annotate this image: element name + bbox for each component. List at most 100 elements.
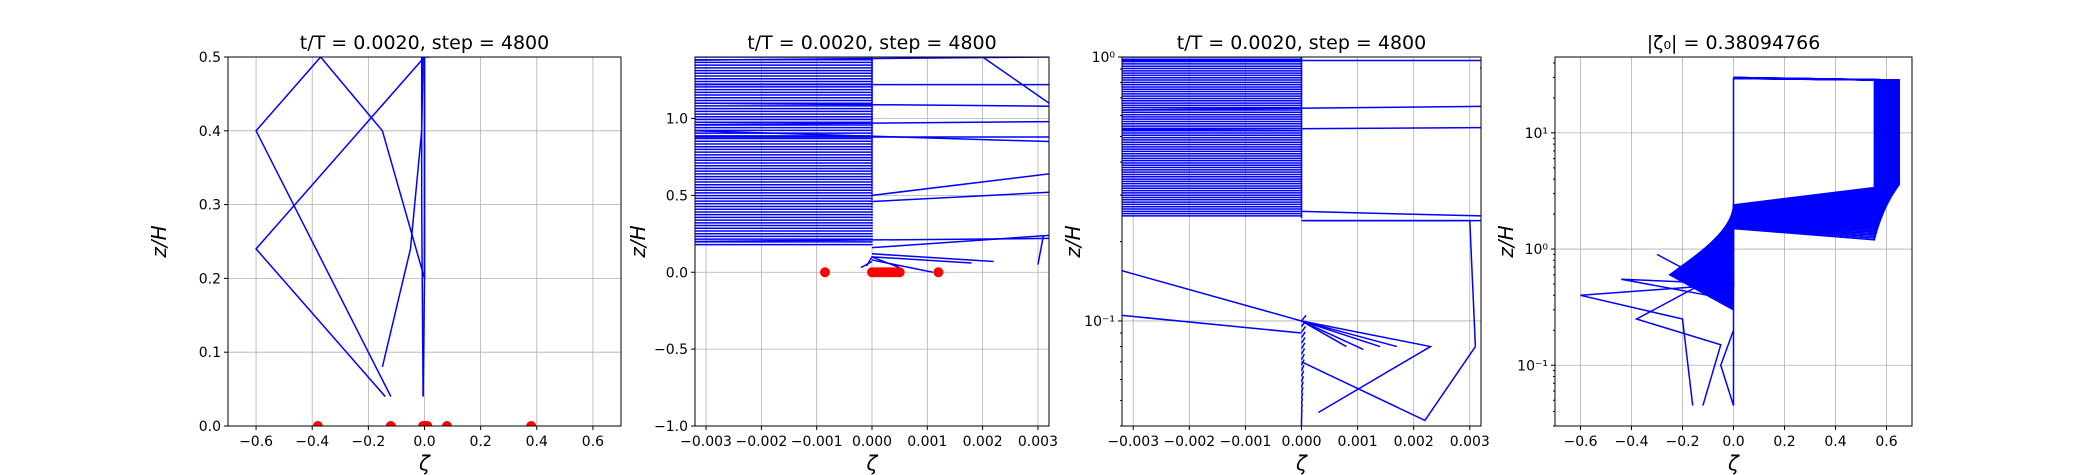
x-tick-label: −0.4 bbox=[1615, 434, 1649, 450]
x-tick-label: 0.4 bbox=[526, 434, 548, 450]
subplot-title: t/T = 0.0020, step = 4800 bbox=[1177, 32, 1426, 54]
subplot-4: −0.6 −0.4 −0.2 0.0 0.2 0.4 0.6 10⁻¹ 10⁰ 10¹ |ζ₀| … bbox=[1494, 32, 1913, 475]
profile-line bbox=[1301, 320, 1398, 348]
profile-line bbox=[695, 192, 873, 195]
profile-line bbox=[1300, 337, 1306, 344]
profile-line bbox=[695, 227, 873, 230]
profile-line bbox=[1719, 330, 1735, 406]
profile-line bbox=[1300, 370, 1305, 377]
profile-line bbox=[695, 211, 873, 214]
subplot-3: −0.003 −0.002 −0.001 0.000 0.001 0.002 0.003 10… bbox=[1061, 32, 1490, 475]
profile-line bbox=[871, 191, 1049, 203]
axes-frame bbox=[694, 56, 1050, 427]
profile-line bbox=[871, 256, 972, 264]
profile-line bbox=[695, 143, 873, 147]
profile-line bbox=[695, 230, 873, 232]
profile-line bbox=[695, 243, 873, 246]
y-tick-label: −0.5 bbox=[654, 342, 688, 358]
x-tick-label: 0.6 bbox=[582, 434, 604, 450]
x-tick-label: −0.002 bbox=[1163, 434, 1215, 450]
tick-labels: −0.6 −0.4 −0.2 0.0 0.2 0.4 0.6 10⁻¹ 10⁰ 10¹ bbox=[1517, 62, 1898, 450]
profile-line bbox=[1719, 76, 1895, 289]
profile-line bbox=[982, 57, 1049, 104]
profile-line bbox=[1300, 331, 1306, 338]
profile-line bbox=[1301, 320, 1364, 351]
subplot-title: t/T = 0.0020, step = 4800 bbox=[747, 32, 996, 54]
profile-line bbox=[1726, 76, 1898, 287]
profile-line bbox=[871, 234, 1049, 249]
profile-line bbox=[695, 189, 873, 192]
profile-line bbox=[695, 162, 873, 166]
profile-line bbox=[1727, 76, 1898, 286]
x-tick-label: −0.003 bbox=[680, 434, 732, 450]
data-marker bbox=[441, 421, 452, 426]
x-tick-label: 0.000 bbox=[852, 434, 892, 450]
profile-line bbox=[1300, 325, 1307, 333]
profile-line bbox=[695, 140, 873, 144]
profile-line bbox=[1300, 353, 1306, 360]
profile-line bbox=[695, 213, 873, 216]
profile-line bbox=[1711, 77, 1892, 292]
red-markers bbox=[819, 267, 944, 278]
x-tick-label: −0.6 bbox=[239, 434, 273, 450]
x-tick-label: −0.2 bbox=[1666, 434, 1700, 450]
y-tick-label: 10⁻¹ bbox=[1084, 314, 1115, 330]
profile-line bbox=[695, 181, 873, 184]
profile-line bbox=[695, 159, 873, 163]
profile-line bbox=[1715, 76, 1894, 291]
profile-line bbox=[1301, 210, 1481, 217]
tick-labels: −0.003 −0.002 −0.001 0.000 0.001 0.002 0.003 10… bbox=[1084, 50, 1490, 450]
profile-line bbox=[1037, 235, 1045, 265]
y-tick-label: 10⁻¹ bbox=[1517, 358, 1548, 374]
profile-line bbox=[255, 57, 431, 397]
profile-line bbox=[1721, 76, 1896, 288]
profile-line bbox=[1718, 76, 1895, 289]
data-marker bbox=[819, 267, 830, 278]
profile-line bbox=[1708, 77, 1891, 293]
profile-line bbox=[695, 175, 873, 179]
subplot-title: |ζ₀| = 0.38094766 bbox=[1647, 32, 1821, 54]
profile-line bbox=[695, 120, 1049, 126]
profile-line bbox=[1300, 381, 1304, 388]
profile-line bbox=[1122, 57, 1303, 60]
y-tick-label: 10⁰ bbox=[1525, 242, 1549, 258]
profile-line bbox=[695, 186, 873, 190]
tick-labels: −0.003 −0.002 −0.001 0.000 0.001 0.002 0.003 −1… bbox=[654, 112, 1058, 451]
y-axis-label: z/H bbox=[1494, 225, 1518, 258]
data-marker bbox=[385, 421, 396, 426]
profile-line bbox=[871, 253, 994, 263]
y-tick-label: 1.0 bbox=[666, 112, 688, 128]
red-markers bbox=[312, 421, 537, 426]
profile-line bbox=[695, 205, 873, 208]
profile-line bbox=[1716, 76, 1894, 290]
profile-line bbox=[695, 151, 873, 155]
profile-line bbox=[1714, 77, 1893, 291]
profile-line bbox=[1300, 375, 1305, 383]
profile-line bbox=[1720, 76, 1896, 289]
profile-line bbox=[695, 222, 873, 224]
y-axis-label: z/H bbox=[1061, 225, 1085, 258]
axes-frame bbox=[1554, 56, 1913, 427]
profile-line bbox=[871, 173, 1049, 197]
profile-lines bbox=[1122, 57, 1481, 426]
profile-line bbox=[1634, 266, 1734, 406]
subplot-1: −0.6 −0.4 −0.2 0.0 0.2 0.4 0.6 0.0 0.1 0.2 0.3 0.4 0… bbox=[147, 32, 622, 475]
y-tick-label: 10¹ bbox=[1525, 126, 1548, 142]
y-tick-label: 0.5 bbox=[666, 188, 688, 204]
profile-line bbox=[1580, 283, 1734, 406]
profile-line bbox=[695, 102, 1049, 107]
x-tick-label: 0.0 bbox=[1722, 434, 1744, 450]
subplot-title: t/T = 0.0020, step = 4800 bbox=[300, 32, 549, 54]
y-axis-label: z/H bbox=[626, 225, 650, 258]
profile-line bbox=[1712, 77, 1892, 292]
profile-line bbox=[695, 173, 873, 176]
x-tick-label: −0.6 bbox=[1564, 434, 1598, 450]
profile-line bbox=[1723, 76, 1897, 288]
profile-line bbox=[1301, 346, 1477, 422]
profile-line bbox=[695, 208, 873, 211]
profile-line bbox=[1656, 253, 1735, 311]
profile-line bbox=[1300, 392, 1304, 399]
x-axis-label: ζ bbox=[1727, 451, 1740, 475]
x-tick-label: 0.002 bbox=[1394, 434, 1434, 450]
